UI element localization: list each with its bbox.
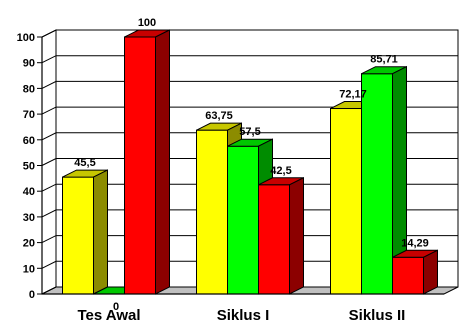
gridline <box>41 106 458 115</box>
bar <box>361 65 407 295</box>
data-label: 0 <box>113 301 119 313</box>
data-label: 63,75 <box>205 110 233 122</box>
y-tick-label: 70 <box>23 109 35 121</box>
y-tick-label: 0 <box>29 289 35 301</box>
data-label: 85,71 <box>370 54 398 66</box>
gridline <box>41 158 458 166</box>
y-tick-label: 10 <box>23 263 35 275</box>
data-labels: 45,5 0 100 63,75 57,5 42,5 72,17 85,71 14,29 <box>74 17 428 313</box>
x-tick-label: Tes Awal <box>77 307 140 324</box>
x-tick-label: Siklus I <box>217 307 270 324</box>
bar <box>124 29 170 295</box>
y-axis: 0 10 20 30 40 50 60 70 80 90 100 <box>17 32 43 301</box>
bar <box>227 138 273 295</box>
x-axis: Tes Awal Siklus I Siklus II <box>42 293 444 324</box>
gridline <box>41 209 458 218</box>
bar <box>258 176 304 295</box>
y-tick-label: 30 <box>23 212 35 224</box>
y-tick-label: 40 <box>23 186 35 198</box>
y-tick-label: 20 <box>23 238 35 250</box>
y-tick-label: 100 <box>17 32 35 44</box>
bar <box>62 169 108 295</box>
gridline <box>41 55 458 64</box>
gridline <box>41 132 458 141</box>
bar-side <box>423 249 438 295</box>
gridlines <box>41 29 458 295</box>
y-tick-label: 80 <box>23 83 35 95</box>
bar-front <box>124 36 156 295</box>
gridline <box>41 235 458 244</box>
x-tick-label: Siklus II <box>349 307 406 324</box>
gridline <box>41 80 458 89</box>
y-tick-label: 60 <box>23 135 35 147</box>
bar-front <box>330 108 362 295</box>
bar-side <box>289 176 304 295</box>
data-label: 57,5 <box>239 126 260 138</box>
bar-front <box>258 184 290 295</box>
bar-front <box>62 176 94 295</box>
gridline <box>41 29 458 38</box>
bar-side <box>93 169 108 295</box>
data-label: 100 <box>138 17 156 29</box>
bar-side <box>155 29 170 295</box>
bars <box>62 29 438 295</box>
bar-front <box>227 145 259 295</box>
gridline <box>41 286 458 295</box>
bar-front <box>361 73 393 295</box>
data-label: 42,5 <box>270 165 291 177</box>
gridline <box>41 183 458 192</box>
y-tick-label: 90 <box>23 58 35 70</box>
data-label: 72,17 <box>339 89 367 101</box>
bar-front <box>392 256 424 295</box>
y-tick-label: 50 <box>23 161 35 173</box>
data-label: 45,5 <box>74 157 95 169</box>
bar <box>392 249 438 295</box>
gridline <box>41 260 458 269</box>
data-label: 14,29 <box>401 237 429 249</box>
bar-front <box>196 129 228 295</box>
